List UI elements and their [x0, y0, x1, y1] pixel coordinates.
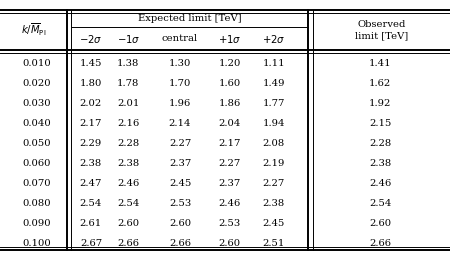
Text: 2.27: 2.27	[169, 139, 191, 148]
Text: 2.51: 2.51	[262, 239, 285, 248]
Text: 2.66: 2.66	[117, 239, 139, 248]
Text: $k/\overline{M}_{\mathrm{Pl}}$: $k/\overline{M}_{\mathrm{Pl}}$	[21, 22, 46, 38]
Text: 2.53: 2.53	[218, 219, 241, 228]
Text: 2.17: 2.17	[80, 119, 102, 128]
Text: $-2\sigma$: $-2\sigma$	[79, 33, 103, 45]
Text: 0.100: 0.100	[22, 239, 51, 248]
Text: 2.53: 2.53	[169, 199, 191, 208]
Text: 2.29: 2.29	[80, 139, 102, 148]
Text: 2.46: 2.46	[369, 179, 392, 188]
Text: $+1\sigma$: $+1\sigma$	[218, 33, 241, 45]
Text: 2.01: 2.01	[117, 99, 140, 108]
Text: 2.46: 2.46	[117, 179, 140, 188]
Text: 2.17: 2.17	[218, 139, 241, 148]
Text: 2.19: 2.19	[262, 159, 285, 168]
Text: 2.67: 2.67	[80, 239, 102, 248]
Text: 1.96: 1.96	[169, 99, 191, 108]
Text: 2.54: 2.54	[117, 199, 140, 208]
Text: 2.28: 2.28	[369, 139, 392, 148]
Text: 2.66: 2.66	[369, 239, 391, 248]
Text: 0.030: 0.030	[22, 99, 51, 108]
Text: 0.060: 0.060	[22, 159, 51, 168]
Text: 2.60: 2.60	[169, 219, 191, 228]
Text: 1.92: 1.92	[369, 99, 392, 108]
Text: 2.38: 2.38	[369, 159, 392, 168]
Text: 2.27: 2.27	[262, 179, 285, 188]
Text: 1.77: 1.77	[262, 99, 285, 108]
Text: 2.60: 2.60	[218, 239, 241, 248]
Text: Observed
limit [TeV]: Observed limit [TeV]	[355, 20, 408, 40]
Text: 0.050: 0.050	[22, 139, 51, 148]
Text: 2.47: 2.47	[80, 179, 102, 188]
Text: 1.60: 1.60	[218, 79, 241, 88]
Text: 0.020: 0.020	[22, 79, 51, 88]
Text: 1.49: 1.49	[262, 79, 285, 88]
Text: 0.080: 0.080	[22, 199, 51, 208]
Text: 1.70: 1.70	[169, 79, 191, 88]
Text: 1.94: 1.94	[262, 119, 285, 128]
Text: 2.45: 2.45	[262, 219, 285, 228]
Text: 1.30: 1.30	[169, 59, 191, 68]
Text: 1.78: 1.78	[117, 79, 140, 88]
Text: Expected limit [TeV]: Expected limit [TeV]	[138, 14, 242, 23]
Text: 2.45: 2.45	[169, 179, 191, 188]
Text: 2.15: 2.15	[369, 119, 392, 128]
Text: 2.28: 2.28	[117, 139, 140, 148]
Text: 2.60: 2.60	[369, 219, 392, 228]
Text: 2.16: 2.16	[117, 119, 140, 128]
Text: $+2\sigma$: $+2\sigma$	[262, 33, 285, 45]
Text: 2.08: 2.08	[262, 139, 285, 148]
Text: 1.20: 1.20	[218, 59, 241, 68]
Text: 1.86: 1.86	[218, 99, 241, 108]
Text: 2.54: 2.54	[80, 199, 102, 208]
Text: 2.37: 2.37	[169, 159, 191, 168]
Text: 2.66: 2.66	[169, 239, 191, 248]
Text: 0.090: 0.090	[22, 219, 51, 228]
Text: 2.38: 2.38	[262, 199, 285, 208]
Text: 1.11: 1.11	[262, 59, 285, 68]
Text: 2.14: 2.14	[169, 119, 191, 128]
Text: 1.80: 1.80	[80, 79, 102, 88]
Text: 2.60: 2.60	[117, 219, 140, 228]
Text: 2.04: 2.04	[218, 119, 241, 128]
Text: 1.62: 1.62	[369, 79, 392, 88]
Text: 2.38: 2.38	[80, 159, 102, 168]
Text: 2.02: 2.02	[80, 99, 102, 108]
Text: 2.46: 2.46	[218, 199, 241, 208]
Text: 2.61: 2.61	[80, 219, 102, 228]
Text: $-1\sigma$: $-1\sigma$	[117, 33, 140, 45]
Text: 2.38: 2.38	[117, 159, 140, 168]
Text: 2.54: 2.54	[369, 199, 392, 208]
Text: 0.070: 0.070	[22, 179, 51, 188]
Text: 1.38: 1.38	[117, 59, 140, 68]
Text: 1.45: 1.45	[80, 59, 102, 68]
Text: 1.41: 1.41	[369, 59, 392, 68]
Text: central: central	[162, 34, 198, 43]
Text: 2.27: 2.27	[218, 159, 241, 168]
Text: 2.37: 2.37	[218, 179, 241, 188]
Text: 0.010: 0.010	[22, 59, 51, 68]
Text: 0.040: 0.040	[22, 119, 51, 128]
